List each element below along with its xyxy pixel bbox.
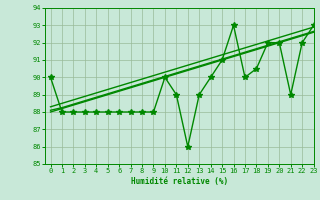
X-axis label: Humidité relative (%): Humidité relative (%)	[131, 177, 228, 186]
